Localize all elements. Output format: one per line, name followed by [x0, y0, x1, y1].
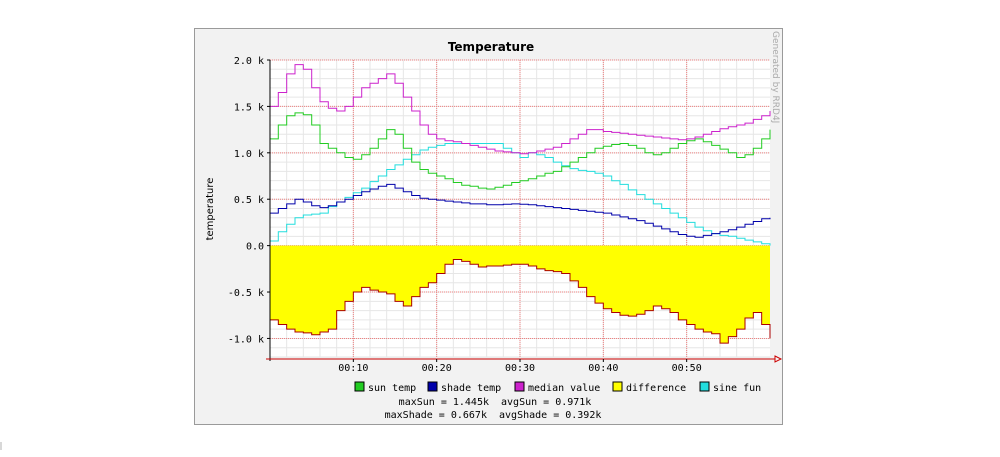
- legend: sun temp shade temp median value difference…: [354, 381, 761, 394]
- x-tick-labels: 00:10 00:20 00:30 00:40 00:50: [338, 363, 701, 374]
- lines-layer: [270, 64, 771, 246]
- x-tick-label: 00:50: [672, 363, 702, 374]
- y-tick-label: -1.0 k: [228, 334, 264, 345]
- stats-line-2: maxShade = 0.667k avgShade = 0.392k: [385, 410, 602, 421]
- difference-area: [270, 245, 770, 344]
- axes-layer: [266, 59, 783, 363]
- y-tick-label: 1.0 k: [234, 149, 264, 160]
- chart-frame: Temperature Generated by RRD4J temperatu…: [194, 28, 783, 425]
- x-tick-label: 00:40: [588, 363, 618, 374]
- sine-legend-label: sine fun: [713, 383, 761, 394]
- difference-legend-swatch: [612, 381, 623, 392]
- sun-legend-swatch: [354, 381, 365, 392]
- sun-series-line: [270, 112, 771, 190]
- y-tick-label: -0.5 k: [228, 288, 264, 299]
- stats: maxSun = 1.445k avgSun = 0.971k maxShade…: [385, 397, 602, 421]
- sun-legend-label: sun temp: [368, 383, 416, 394]
- difference-line: [270, 259, 771, 344]
- stats-line-1: maxSun = 1.445k avgSun = 0.971k: [399, 397, 592, 408]
- difference-legend-label: difference: [626, 383, 686, 394]
- x-tick-label: 00:20: [422, 363, 452, 374]
- y-axis-label: temperature: [205, 178, 216, 241]
- chart-title: Temperature: [448, 40, 534, 54]
- y-tick-label: 0.5 k: [234, 195, 264, 206]
- shade-series-line: [270, 183, 771, 238]
- median-legend-label: median value: [528, 383, 600, 394]
- median-legend-swatch: [514, 381, 525, 392]
- shade-legend-label: shade temp: [441, 383, 501, 394]
- median-series-line: [270, 64, 771, 155]
- edge-mark: [0, 442, 2, 450]
- chart-svg: Temperature Generated by RRD4J temperatu…: [205, 31, 783, 421]
- x-axis-arrow: [774, 355, 783, 363]
- y-tick-label: 2.0 k: [234, 56, 264, 67]
- x-tick-label: 00:10: [338, 363, 368, 374]
- shade-legend-swatch: [427, 381, 438, 392]
- y-tick-label: 1.5 k: [234, 102, 264, 113]
- y-tick-labels: 2.0 k 1.5 k 1.0 k 0.5 k 0.0 -0.5 k -1.0 k: [228, 56, 264, 345]
- difference-layer: [270, 245, 771, 344]
- sine-legend-swatch: [699, 381, 710, 392]
- watermark: Generated by RRD4J: [770, 31, 780, 123]
- x-tick-label: 00:30: [505, 363, 535, 374]
- y-tick-label: 0.0: [246, 242, 264, 253]
